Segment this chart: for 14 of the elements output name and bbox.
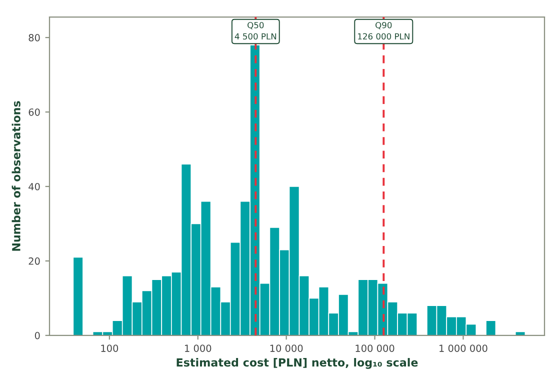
y-tick-label: 20: [28, 257, 40, 265]
x-tick-label: 10 000: [270, 344, 303, 352]
y-tick-label: 80: [28, 34, 40, 42]
y-tick-label: 0: [34, 332, 40, 340]
ref-line-label: Q50 4 500 PLN: [234, 22, 276, 40]
x-tick-label: 1 000 000: [440, 344, 488, 352]
x-tick-label: 1 000: [185, 344, 212, 352]
y-tick-label: 60: [28, 108, 40, 116]
ref-line-label: Q90 126 000 PLN: [358, 22, 410, 40]
x-tick-label: 100: [101, 344, 118, 352]
x-axis-title: Estimated cost [PLN] netto, log₁₀ scale: [176, 358, 418, 369]
y-tick-label: 40: [28, 182, 40, 190]
y-axis-title: Number of observations: [12, 101, 20, 251]
x-tick-label: 100 000: [356, 344, 394, 352]
